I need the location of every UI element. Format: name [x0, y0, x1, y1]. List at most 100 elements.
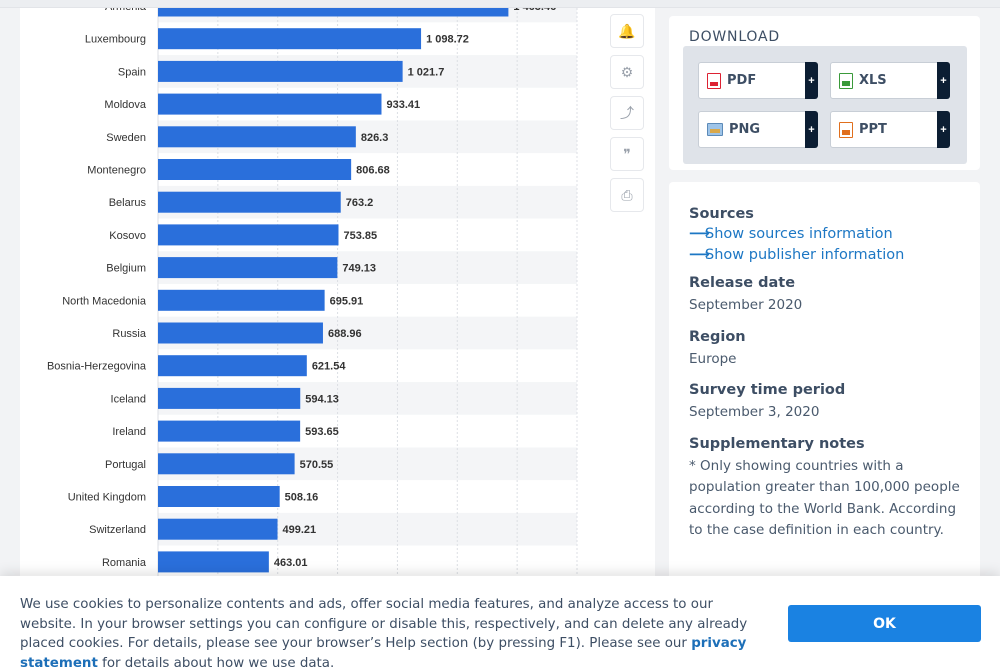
region-section: Region Europe: [689, 329, 969, 371]
data-label: 933.41: [386, 99, 420, 111]
bar[interactable]: [158, 93, 382, 115]
download-png-button[interactable]: PNG +: [698, 111, 818, 148]
download-png-label: PNG: [729, 122, 761, 137]
bar[interactable]: [158, 289, 325, 311]
data-label: 570.55: [300, 459, 334, 471]
download-ppt-button[interactable]: PPT +: [830, 111, 950, 148]
category-label: United Kingdom: [68, 492, 146, 504]
category-label: Ireland: [112, 426, 146, 438]
category-label: Moldova: [104, 99, 146, 111]
region-heading: Region: [689, 328, 746, 345]
download-card: DOWNLOAD PDF + XLS + PNG + PPT +: [669, 16, 980, 170]
category-label: Switzerland: [89, 524, 146, 536]
page-top-strip: [0, 0, 1000, 8]
bar[interactable]: [158, 8, 509, 17]
sources-heading: Sources: [689, 206, 754, 222]
supplementary-notes-section: Supplementary notes * Only showing count…: [689, 436, 969, 542]
data-label: 508.16: [285, 492, 319, 504]
bar[interactable]: [158, 486, 280, 507]
bar[interactable]: [158, 387, 301, 409]
bar[interactable]: [158, 60, 403, 82]
category-label: Iceland: [111, 393, 146, 405]
data-label: 463.01: [274, 557, 308, 569]
download-button-group: PDF + XLS + PNG + PPT +: [683, 46, 967, 164]
pdf-file-icon: [707, 72, 721, 89]
supplementary-notes-heading: Supplementary notes: [689, 435, 865, 452]
bar[interactable]: [158, 28, 422, 50]
png-file-icon: [707, 123, 723, 136]
bar[interactable]: [158, 355, 307, 377]
survey-period-heading: Survey time period: [689, 382, 846, 398]
region-value: Europe: [689, 350, 737, 367]
plus-icon[interactable]: +: [937, 62, 950, 99]
download-ppt-label: PPT: [859, 122, 887, 137]
release-date-heading: Release date: [689, 275, 796, 291]
cookie-ok-button[interactable]: OK: [788, 605, 981, 642]
data-label: 1 098.72: [426, 34, 469, 46]
bar[interactable]: [158, 420, 301, 442]
category-label: Kosovo: [109, 230, 146, 242]
data-label: 1 021.7: [408, 66, 445, 78]
bar[interactable]: [158, 159, 352, 180]
category-label: Russia: [112, 328, 147, 340]
category-label: Belarus: [109, 197, 147, 209]
category-label: Romania: [102, 557, 147, 569]
data-label: 688.96: [328, 328, 362, 340]
show-publisher-link[interactable]: ⟶Show publisher information: [689, 247, 905, 263]
category-label: Bosnia-Herzegovina: [47, 361, 147, 373]
arrow-right-icon: ⟶: [689, 247, 710, 263]
bell-icon[interactable]: 🔔: [610, 14, 644, 48]
data-label: 806.68: [356, 165, 390, 177]
chart-panel: Armenia 1 463.46 Luxembourg 1 098.72 Spain 1 …: [20, 8, 655, 672]
bar[interactable]: [158, 551, 269, 573]
plus-icon[interactable]: +: [805, 111, 818, 148]
bar[interactable]: [158, 224, 339, 246]
xls-file-icon: [839, 72, 853, 89]
survey-period-section: Survey time period September 3, 2020: [689, 382, 969, 424]
release-date-value: September 2020: [689, 297, 803, 313]
quote-icon[interactable]: ❞: [610, 137, 644, 171]
data-label: 695.91: [330, 295, 364, 307]
gear-icon[interactable]: ⚙: [610, 55, 644, 89]
category-label: Portugal: [105, 459, 146, 471]
download-title: DOWNLOAD: [689, 29, 780, 45]
category-label: Armenia: [105, 8, 147, 13]
category-label: North Macedonia: [62, 295, 147, 307]
supplementary-notes-value: * Only showing countries with a populati…: [689, 457, 960, 539]
data-label: 593.65: [305, 426, 339, 438]
privacy-statement-link[interactable]: privacy statement: [20, 636, 747, 671]
plus-icon[interactable]: +: [937, 111, 950, 148]
category-label: Luxembourg: [85, 34, 146, 46]
chart-toolbar: 🔔 ⚙ ⤴ ❞ ⎙: [610, 14, 644, 219]
download-pdf-button[interactable]: PDF +: [698, 62, 818, 99]
category-label: Spain: [118, 66, 146, 78]
cookie-banner: We use cookies to personalize contents a…: [0, 576, 1000, 672]
bar[interactable]: [158, 453, 295, 475]
bar[interactable]: [158, 322, 323, 344]
data-label: 594.13: [305, 393, 339, 405]
download-xls-button[interactable]: XLS +: [830, 62, 950, 99]
release-date-section: Release date September 2020: [689, 275, 969, 317]
data-label: 826.3: [361, 132, 389, 144]
cookie-text: We use cookies to personalize contents a…: [20, 597, 748, 671]
data-label: 763.2: [346, 197, 374, 209]
share-icon[interactable]: ⤴: [610, 96, 644, 130]
ppt-file-icon: [839, 121, 853, 138]
data-label: 1 463.46: [513, 8, 556, 13]
category-label: Belgium: [106, 263, 146, 275]
bar[interactable]: [158, 518, 278, 540]
bar[interactable]: [158, 126, 356, 148]
survey-period-value: September 3, 2020: [689, 404, 820, 420]
print-icon[interactable]: ⎙: [610, 178, 644, 212]
bar-chart: Armenia 1 463.46 Luxembourg 1 098.72 Spain 1 …: [47, 8, 578, 672]
sources-section: Sources ⟶Show sources information ⟶Show …: [689, 206, 969, 263]
data-label: 749.13: [342, 263, 376, 275]
data-label: 499.21: [283, 524, 317, 536]
bar[interactable]: [158, 257, 338, 279]
download-pdf-label: PDF: [727, 73, 757, 88]
plus-icon[interactable]: +: [805, 62, 818, 99]
show-sources-link[interactable]: ⟶Show sources information: [689, 226, 893, 242]
category-label: Montenegro: [87, 165, 146, 177]
bar[interactable]: [158, 191, 341, 213]
arrow-right-icon: ⟶: [689, 226, 710, 242]
